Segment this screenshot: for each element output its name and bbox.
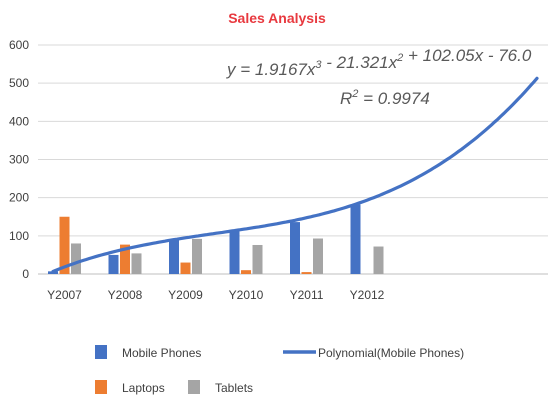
bar-tablets-y2011 <box>313 238 323 274</box>
r-squared-text: R2 = 0.9974 <box>340 88 430 108</box>
y-tick-label: 500 <box>9 76 29 90</box>
trendline-equation-text: y = 1.9167x3 - 21.321x2 + 102.05x - 76.0 <box>226 46 532 79</box>
bar-laptops-y2011 <box>301 272 312 274</box>
x-axis: Y2007 Y2008 Y2009 Y2010 Y2011 Y2012 <box>47 288 385 302</box>
legend-swatch <box>188 380 200 394</box>
superscript: 2 <box>396 52 403 64</box>
y-tick-label: 0 <box>22 267 29 281</box>
y-axis: 0 100 200 300 400 500 600 <box>9 38 29 281</box>
trendline-layer <box>51 76 539 274</box>
legend-label: Tablets <box>215 381 253 395</box>
bar-mobile-phones-y2010 <box>229 231 240 274</box>
x-tick-label: Y2007 <box>47 288 82 302</box>
grid <box>38 44 548 275</box>
legend-item-trendline: Polynomial(Mobile Phones) <box>283 346 464 360</box>
bar-tablets-y2010 <box>252 244 263 274</box>
bar-mobile-phones-y2012 <box>350 204 361 274</box>
bar-mobile-phones-y2008 <box>108 254 119 274</box>
y-tick-label: 100 <box>9 229 29 243</box>
legend-label: Mobile Phones <box>122 346 201 360</box>
x-tick-label: Y2009 <box>168 288 203 302</box>
bar-laptops-y2009 <box>180 262 191 274</box>
legend-label: Laptops <box>122 381 165 395</box>
bar-tablets-y2008 <box>131 253 142 274</box>
legend: Mobile Phones Laptops Tablets Polynomial(Mo… <box>95 345 464 395</box>
bar-tablets-y2009 <box>192 238 202 274</box>
x-tick-label: Y2010 <box>229 288 264 302</box>
legend-label: Polynomial(Mobile Phones) <box>318 346 464 360</box>
bar-laptops-y2010 <box>241 270 251 274</box>
bar-tablets-y2012 <box>373 246 384 274</box>
legend-swatch <box>95 345 107 359</box>
legend-item-laptops: Laptops <box>95 380 165 395</box>
x-tick-label: Y2008 <box>108 288 143 302</box>
chart-title: Sales Analysis <box>228 10 326 26</box>
bar-laptops-y2007 <box>59 216 70 274</box>
legend-item-tablets: Tablets <box>188 380 253 395</box>
x-tick-label: Y2011 <box>290 288 324 302</box>
legend-item-mobile-phones: Mobile Phones <box>95 345 201 360</box>
bar-mobile-phones-y2011 <box>290 222 300 274</box>
y-tick-label: 200 <box>9 191 29 205</box>
x-tick-label: Y2012 <box>350 288 385 302</box>
bar-laptops-y2008 <box>120 244 130 274</box>
bar-tablets-y2007 <box>71 243 81 274</box>
y-tick-label: 300 <box>9 153 29 167</box>
trendline-equation: y = 1.9167x3 - 21.321x2 + 102.05x - 76.0… <box>226 46 532 108</box>
y-tick-label: 400 <box>9 114 29 128</box>
legend-swatch <box>95 380 107 394</box>
bar-mobile-phones-y2009 <box>169 239 179 274</box>
y-tick-label: 600 <box>9 38 29 52</box>
bars <box>48 204 384 274</box>
superscript: 3 <box>315 59 322 71</box>
trendline-polynomial-mobile-phones <box>51 76 539 274</box>
